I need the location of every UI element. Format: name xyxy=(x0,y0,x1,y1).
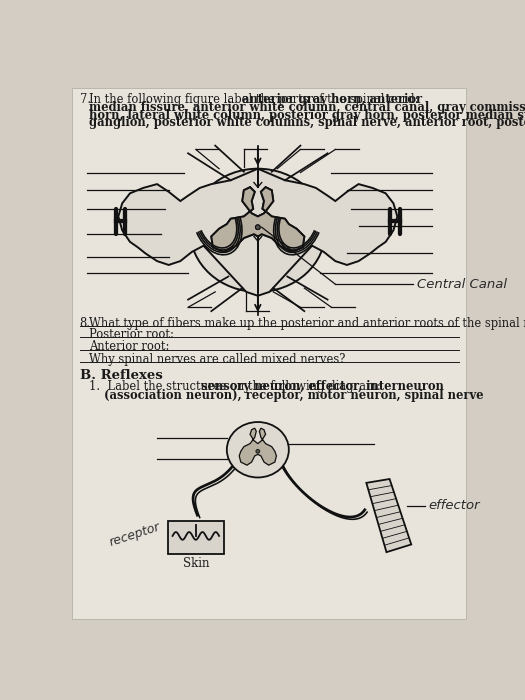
Circle shape xyxy=(256,225,260,230)
Text: 8.: 8. xyxy=(80,316,91,330)
Text: receptor: receptor xyxy=(107,520,162,549)
Text: In the following figure label the parts of the spinal cord:: In the following figure label the parts … xyxy=(89,93,422,106)
Polygon shape xyxy=(212,187,304,252)
Polygon shape xyxy=(366,479,411,552)
Text: ganglion, posterior white columns, spinal nerve, anterior root, posterior root: ganglion, posterior white columns, spina… xyxy=(89,116,525,130)
Polygon shape xyxy=(118,169,397,295)
Ellipse shape xyxy=(190,169,326,292)
Text: What type of fibers make up the posterior and anterior roots of the spinal nerve: What type of fibers make up the posterio… xyxy=(89,316,525,330)
Text: horn, lateral white column, posterior gray horn, posterior median sulcus, poster: horn, lateral white column, posterior gr… xyxy=(89,108,525,122)
Ellipse shape xyxy=(227,422,289,477)
Text: Why spinal nerves are called mixed nerves?: Why spinal nerves are called mixed nerve… xyxy=(89,353,349,365)
Text: Central Canal: Central Canal xyxy=(417,278,507,290)
Text: 7.: 7. xyxy=(80,93,91,106)
Bar xyxy=(168,522,224,554)
Text: 1.  Label the structures on the following diagram:: 1. Label the structures on the following… xyxy=(89,379,384,393)
Text: sensory neuron, effector, interneuron: sensory neuron, effector, interneuron xyxy=(201,379,444,393)
Text: (association neuron), receptor, motor neuron, spinal nerve: (association neuron), receptor, motor ne… xyxy=(104,389,484,402)
Text: effector: effector xyxy=(428,500,480,512)
Text: median fissure, anterior white column, central canal, gray commissure, lateral g: median fissure, anterior white column, c… xyxy=(89,101,525,114)
Text: anterior gray horn, anterior: anterior gray horn, anterior xyxy=(243,93,423,106)
Text: Anterior root:: Anterior root: xyxy=(89,340,173,354)
Text: Posterior root:: Posterior root: xyxy=(89,328,177,341)
Polygon shape xyxy=(239,428,277,466)
Circle shape xyxy=(256,449,260,453)
Polygon shape xyxy=(212,187,304,252)
Text: Skin: Skin xyxy=(183,556,209,570)
Text: B. Reflexes: B. Reflexes xyxy=(80,369,162,382)
Circle shape xyxy=(256,225,260,230)
